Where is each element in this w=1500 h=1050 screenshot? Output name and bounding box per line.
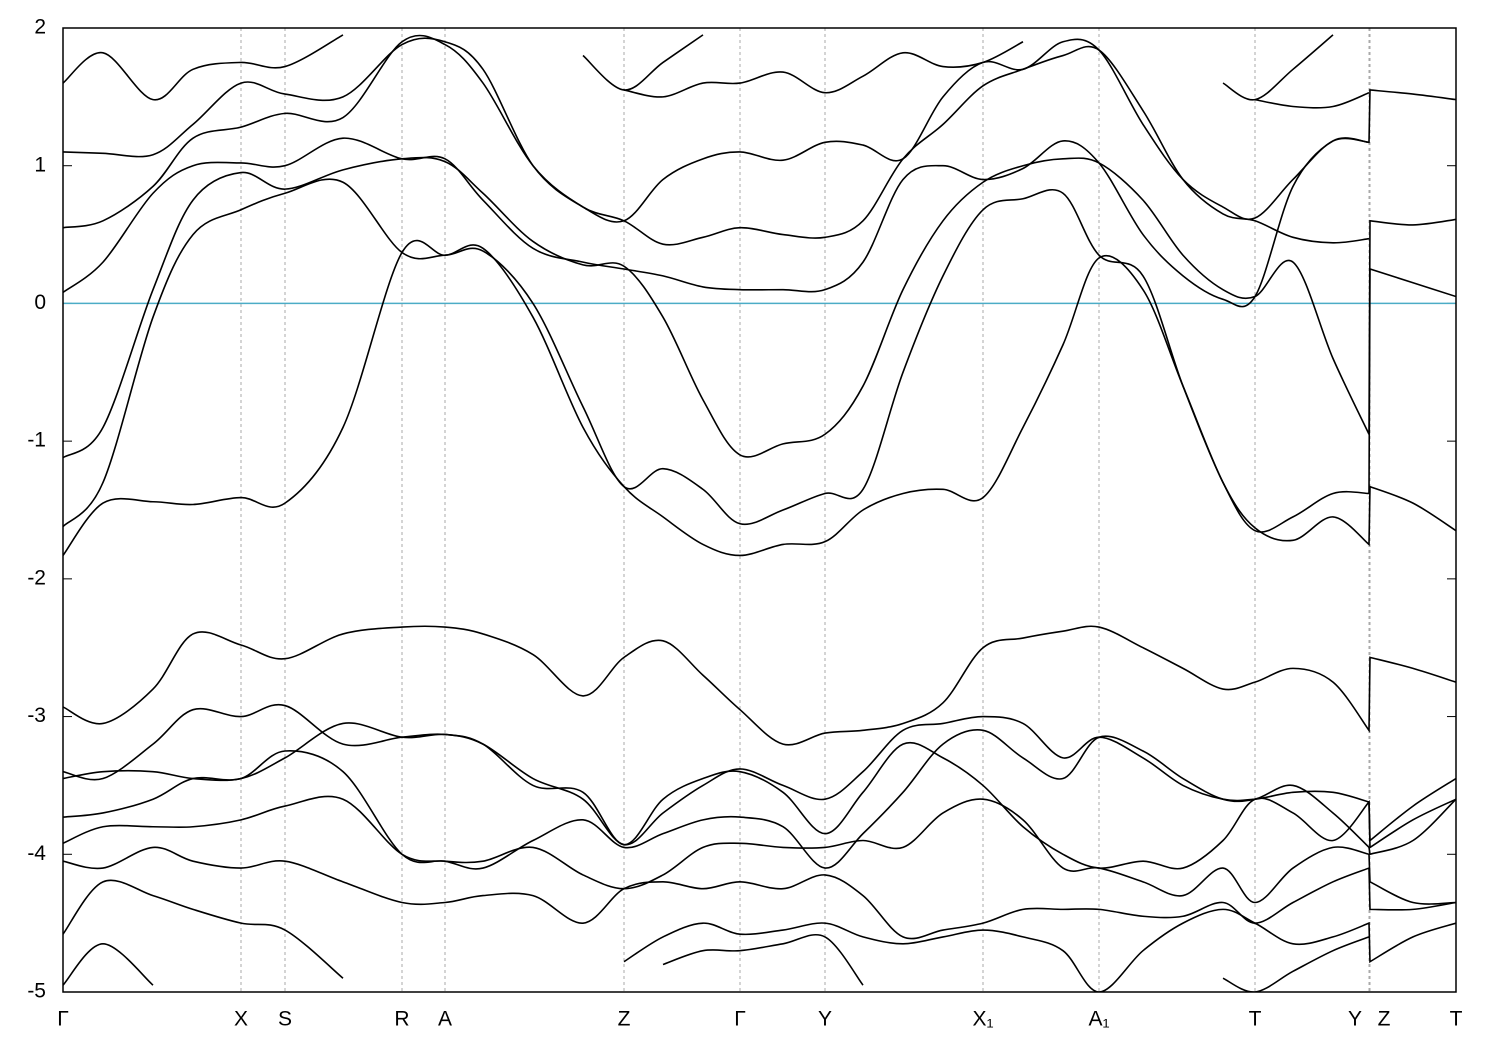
x-tick-label: X <box>234 1008 248 1031</box>
x-tick-label: T <box>1450 1008 1463 1031</box>
band-line <box>63 37 1370 223</box>
y-tick-label: 0 <box>34 291 46 314</box>
band-line <box>63 933 1370 992</box>
x-tick-label: Γ <box>57 1008 69 1031</box>
x-tick-label: Γ <box>734 1008 746 1031</box>
x-tick-label: A <box>438 1008 452 1031</box>
band-line <box>63 178 1456 533</box>
y-tick-label: 2 <box>34 16 46 39</box>
x-tick-label: X₁ <box>972 1008 993 1031</box>
x-tick-label: S <box>278 1008 292 1031</box>
y-tick-label: -5 <box>27 980 46 1003</box>
plot-frame <box>62 27 1457 993</box>
band-line <box>63 625 1456 746</box>
band-line <box>63 729 1456 870</box>
x-tick-label: Y <box>1348 1008 1362 1031</box>
y-tick-label: 1 <box>34 153 46 176</box>
band-line <box>63 703 1456 849</box>
x-tick-label: Z <box>1378 1008 1391 1031</box>
y-tick-label: -1 <box>27 429 46 452</box>
band-line <box>63 795 1456 905</box>
band-line <box>63 722 1456 870</box>
band-line <box>63 89 1456 308</box>
band-line <box>63 34 1370 246</box>
y-tick-label: -4 <box>27 842 46 865</box>
x-tick-label: A₁ <box>1088 1008 1109 1031</box>
band-line <box>63 34 1370 109</box>
x-tick-label: R <box>394 1008 409 1031</box>
x-tick-label: Z <box>618 1008 631 1031</box>
band-line <box>63 879 1456 992</box>
x-tick-label: T <box>1249 1008 1262 1031</box>
y-tick-label: -3 <box>27 704 46 727</box>
band-line <box>582 34 1334 101</box>
x-tick-label: Y <box>818 1008 832 1031</box>
bands <box>63 34 1456 992</box>
y-tick-label: -2 <box>27 566 46 589</box>
band-line <box>63 156 1456 459</box>
